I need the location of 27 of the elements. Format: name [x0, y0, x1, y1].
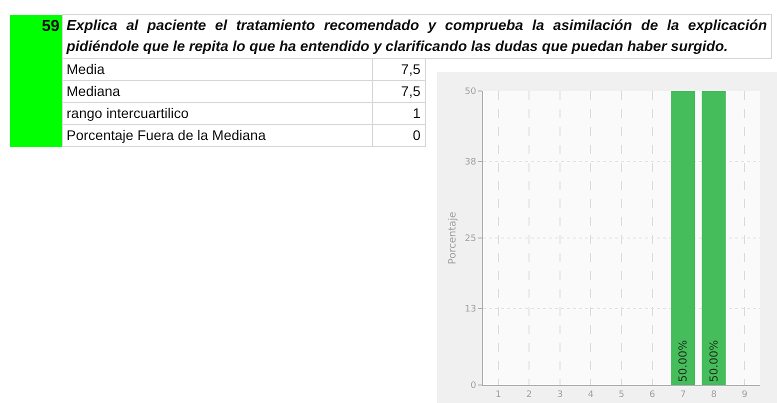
x-tick-label: 6: [649, 390, 656, 400]
x-tick-label: 4: [588, 390, 594, 400]
text: Mediana: [62, 80, 372, 102]
text: Media: [62, 58, 372, 80]
x-tick-label: 5: [618, 390, 624, 400]
y-tick-label: 50: [464, 87, 476, 98]
text: 59: [10, 14, 62, 146]
y-tick-label: 38: [464, 158, 476, 168]
text: rango intercuartilico: [62, 102, 372, 124]
data-label: 50.00%: [676, 340, 690, 382]
text: 0: [372, 124, 425, 146]
x-tick-label: 8: [710, 390, 717, 400]
x-tick-label: 7: [680, 390, 686, 400]
text: 7,5: [372, 80, 425, 102]
y-tick-label: 25: [464, 234, 476, 244]
text: Explica al paciente el tratamiento recomendado y comprueba la asimilación de la explicación pidiéndole que le repita lo que ha entendido y clarificando las dudas que puedan haber surgido.: [62, 14, 772, 58]
y-tick-label: 0: [470, 381, 476, 392]
text: Porcentaje Fuera de la Mediana: [62, 124, 372, 146]
text: 1: [372, 102, 425, 124]
data-label: 50.00%: [707, 340, 720, 382]
x-tick-label: 9: [742, 390, 748, 400]
x-tick-label: 1: [496, 390, 502, 400]
text: 7,5: [372, 58, 425, 80]
y-tick-label: 13: [464, 304, 476, 315]
x-tick-label: 3: [557, 390, 563, 400]
y-axis-title: Porcentaje: [448, 212, 459, 264]
x-tick-label: 2: [526, 390, 532, 400]
